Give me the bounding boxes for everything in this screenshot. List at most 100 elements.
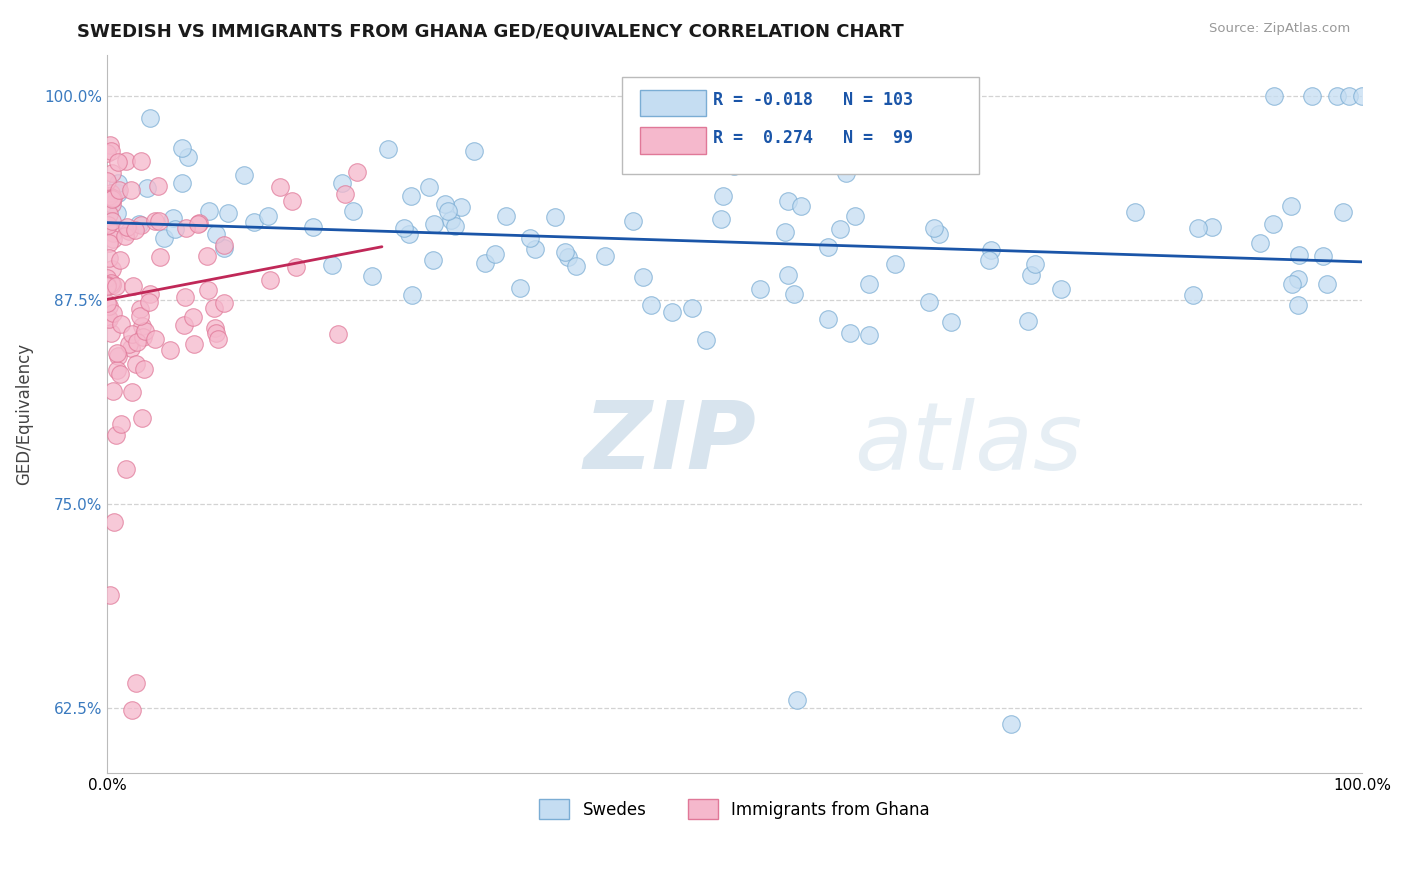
Point [346, 165, 368, 179]
Point [96, 296, 118, 310]
Point [817, 312, 839, 326]
Point [1286, 272, 1309, 286]
Point [463, 144, 485, 158]
Point [1263, 217, 1285, 231]
Point [100, 262, 122, 277]
Point [103, 516, 125, 530]
Point [928, 227, 950, 241]
Point [101, 277, 124, 292]
Point [101, 191, 124, 205]
Point [139, 287, 162, 301]
Point [1279, 199, 1302, 213]
Point [790, 199, 813, 213]
Point [259, 273, 281, 287]
Point [444, 219, 467, 233]
Point [1351, 89, 1374, 103]
Point [120, 183, 142, 197]
Y-axis label: GED/Equivalency: GED/Equivalency [15, 343, 32, 485]
Point [1024, 257, 1046, 271]
Point [101, 226, 124, 240]
Point [107, 186, 129, 201]
Point [110, 317, 132, 331]
Point [681, 301, 703, 315]
Point [98, 588, 121, 602]
Point [321, 258, 343, 272]
Point [858, 277, 880, 291]
Point [105, 363, 128, 377]
Point [173, 318, 195, 333]
Point [105, 205, 128, 219]
Point [121, 703, 143, 717]
Point [195, 249, 218, 263]
Point [1000, 717, 1022, 731]
Point [100, 326, 122, 340]
Point [97, 189, 120, 203]
Point [121, 385, 143, 400]
FancyBboxPatch shape [640, 127, 706, 153]
Point [96, 279, 118, 293]
Point [122, 279, 145, 293]
Point [98, 299, 121, 313]
Point [776, 268, 799, 282]
Point [172, 176, 194, 190]
Point [97, 219, 120, 233]
Point [100, 145, 122, 159]
Point [207, 332, 229, 346]
FancyBboxPatch shape [621, 77, 979, 174]
Point [377, 142, 399, 156]
Point [1281, 277, 1303, 292]
Point [96, 271, 118, 285]
Point [129, 218, 152, 232]
Point [1331, 205, 1354, 219]
Point [554, 245, 576, 260]
Point [110, 253, 132, 268]
Point [202, 301, 225, 315]
Point [205, 326, 228, 340]
Point [107, 154, 129, 169]
Point [101, 166, 124, 180]
Point [1187, 221, 1209, 235]
Point [1249, 236, 1271, 251]
Point [423, 218, 446, 232]
Point [128, 302, 150, 317]
Point [749, 282, 772, 296]
Point [623, 158, 645, 172]
Point [107, 176, 129, 190]
Point [129, 310, 152, 324]
Point [326, 326, 349, 341]
Point [114, 462, 136, 476]
Point [136, 181, 159, 195]
Point [838, 326, 860, 340]
FancyBboxPatch shape [640, 89, 706, 116]
Point [149, 250, 172, 264]
Point [1021, 268, 1043, 283]
Point [214, 295, 236, 310]
Point [165, 222, 187, 236]
Point [1326, 89, 1348, 103]
Point [214, 241, 236, 255]
Point [280, 194, 302, 209]
Point [148, 214, 170, 228]
Point [96, 145, 118, 160]
Point [104, 279, 127, 293]
Point [711, 189, 734, 203]
Point [197, 283, 219, 297]
Point [817, 240, 839, 254]
Point [131, 411, 153, 425]
Point [143, 333, 166, 347]
Point [422, 253, 444, 268]
Point [125, 675, 148, 690]
Point [399, 189, 422, 203]
Point [1017, 314, 1039, 328]
Point [1201, 220, 1223, 235]
Point [134, 362, 156, 376]
Point [101, 306, 124, 320]
Point [114, 228, 136, 243]
Point [640, 298, 662, 312]
Point [773, 225, 796, 239]
Point [101, 384, 124, 398]
Point [108, 183, 131, 197]
Point [100, 186, 122, 201]
Point [418, 180, 440, 194]
Point [883, 256, 905, 270]
